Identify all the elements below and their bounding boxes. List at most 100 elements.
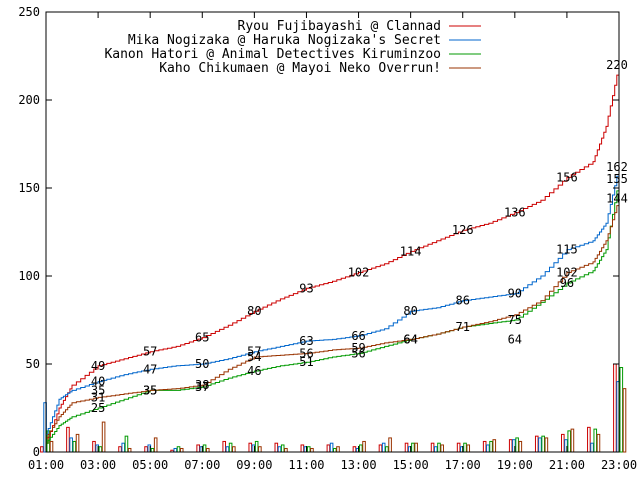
hourly-bar	[150, 447, 155, 453]
value-label: 63	[299, 334, 313, 348]
hourly-bar	[492, 439, 497, 453]
hourly-bar	[359, 444, 363, 453]
value-label: 40	[91, 375, 105, 389]
y-tick-label: 0	[33, 445, 40, 459]
hourly-bar	[228, 442, 233, 453]
hourly-bar	[225, 446, 230, 453]
hourly-bar	[619, 367, 624, 453]
hourly-bar	[456, 442, 461, 453]
value-label: 65	[195, 331, 209, 345]
hourly-bar	[538, 437, 542, 453]
value-label: 47	[143, 362, 157, 376]
hourly-bar	[92, 440, 96, 453]
hourly-bar	[101, 421, 106, 453]
hourly-bar	[486, 444, 490, 453]
value-label: 59	[351, 341, 365, 355]
x-tick-label: 23:00	[601, 458, 637, 472]
value-label: 56	[351, 346, 365, 360]
hourly-bar	[205, 447, 210, 453]
value-label: 162	[606, 160, 628, 174]
value-label: 93	[299, 281, 313, 295]
hourly-bar	[561, 433, 565, 453]
hourly-bar	[593, 428, 598, 453]
hourly-bar	[463, 442, 467, 453]
hourly-bar	[310, 447, 314, 453]
hourly-bar	[534, 435, 539, 453]
value-label: 90	[508, 287, 522, 301]
hourly-bar	[362, 440, 366, 453]
series-line-1	[46, 64, 620, 444]
value-label: 31	[91, 390, 105, 404]
hourly-bar	[411, 442, 415, 453]
hourly-bar	[75, 433, 80, 453]
hourly-bar	[300, 444, 305, 453]
value-label: 51	[299, 355, 313, 369]
hourly-bar	[232, 446, 236, 453]
value-label: 64	[508, 332, 522, 346]
hourly-bar	[622, 388, 627, 453]
value-label: 25	[91, 401, 105, 415]
value-label: 155	[606, 172, 628, 186]
x-tick-label: 13:00	[340, 458, 376, 472]
value-label: 38	[195, 378, 209, 392]
hourly-bar	[222, 440, 227, 453]
hourly-bar	[544, 437, 549, 453]
hourly-bar	[570, 428, 575, 453]
hourly-bar	[69, 437, 73, 453]
hourly-bar	[385, 446, 389, 453]
hourly-bar	[118, 446, 122, 453]
value-label: 126	[452, 223, 474, 237]
hourly-bar	[381, 442, 386, 453]
value-label: 96	[560, 276, 574, 290]
value-label: 57	[143, 345, 157, 359]
hourly-bar	[590, 442, 594, 453]
plot-frame	[45, 11, 620, 453]
value-label: 64	[403, 332, 417, 346]
hourly-bar	[144, 446, 148, 453]
value-label: 35	[143, 383, 157, 397]
value-label: 144	[606, 192, 628, 206]
hourly-bar	[430, 442, 435, 453]
value-label: 56	[299, 346, 313, 360]
y-axis: 0 50 100 150 200 250	[18, 5, 619, 459]
hourly-bar	[587, 426, 591, 453]
hourly-bar	[40, 446, 44, 453]
value-label: 86	[456, 294, 470, 308]
series-line-3	[46, 179, 620, 444]
value-label: 114	[400, 244, 422, 258]
x-tick-label: 03:00	[80, 458, 116, 472]
x-tick-label: 01:00	[28, 458, 64, 472]
hourly-bar	[414, 442, 418, 453]
hourly-bar	[284, 447, 288, 453]
hourly-bar	[388, 437, 392, 453]
hourly-bar	[541, 435, 545, 453]
x-tick-label: 07:00	[184, 458, 220, 472]
hourly-bar	[433, 446, 438, 453]
hourly-bar	[482, 440, 487, 453]
hourly-bar	[248, 442, 253, 453]
hourly-bar	[306, 446, 311, 453]
value-label: 136	[504, 206, 526, 220]
hourly-bar	[518, 440, 523, 453]
hourly-bar	[333, 447, 337, 453]
x-tick-label: 15:00	[393, 458, 429, 472]
x-tick-label: 05:00	[132, 458, 168, 472]
y-tick-label: 200	[18, 93, 40, 107]
series-line-4	[46, 198, 620, 439]
hourly-bar	[378, 444, 383, 453]
value-label: 115	[556, 243, 578, 257]
hourly-bar	[121, 442, 126, 453]
hourly-bar	[508, 439, 513, 453]
y-tick-label: 150	[18, 181, 40, 195]
x-tick-label: 09:00	[236, 458, 272, 472]
x-tick-label: 21:00	[549, 458, 585, 472]
value-label: 220	[606, 58, 628, 72]
hourly-bar	[72, 440, 77, 453]
hourly-bar	[277, 446, 282, 453]
hourly-bar	[613, 363, 617, 453]
hourly-bar	[437, 442, 441, 453]
hourly-bar	[49, 440, 54, 453]
